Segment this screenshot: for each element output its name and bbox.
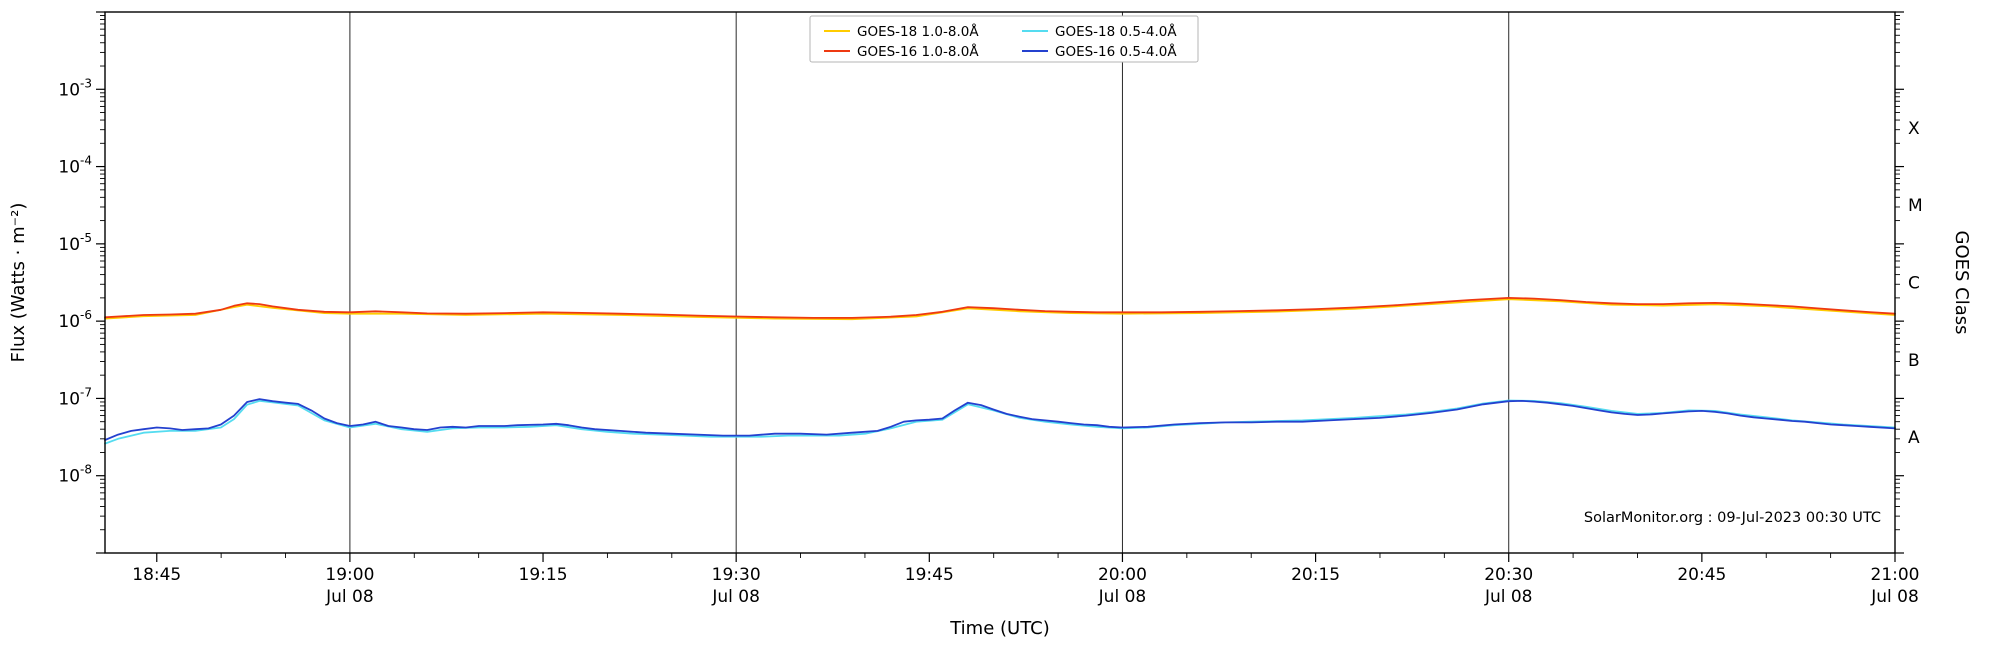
- y-tick-label: 10-4: [58, 154, 92, 178]
- x-tick-label: 20:45: [1677, 565, 1726, 585]
- legend-label: GOES-16 0.5-4.0Å: [1055, 43, 1177, 60]
- goes-class-labels: X M C B A: [1908, 119, 1923, 448]
- legend-box: [809, 15, 1199, 63]
- x-tick-label: 20:00: [1098, 565, 1147, 585]
- y-tick-label: 10-3: [58, 76, 92, 100]
- x-axis-title: Time (UTC): [949, 618, 1050, 639]
- plot-border: [104, 11, 1896, 554]
- y-axis-title-right: GOES Class: [1951, 231, 1972, 335]
- x-tick-sublabel: Jul 08: [325, 587, 374, 607]
- y-tick-label: 10-5: [58, 231, 92, 255]
- legend: GOES-18 1.0-8.0Å GOES-16 1.0-8.0Å GOES-18 …: [809, 15, 1199, 63]
- x-tick-sublabel: Jul 08: [1098, 587, 1147, 607]
- goes-class-letter: A: [1908, 428, 1920, 448]
- x-tick-label: 20:15: [1291, 565, 1340, 585]
- x-tick-label: 20:30: [1484, 565, 1533, 585]
- y-axis-title-left: Flux (Watts · m⁻²): [8, 203, 29, 363]
- goes-class-letter: C: [1908, 274, 1920, 294]
- x-tick-sublabel: Jul 08: [1870, 587, 1919, 607]
- x-tick-label: 19:00: [325, 565, 374, 585]
- legend-label: GOES-16 1.0-8.0Å: [857, 43, 979, 60]
- legend-label: GOES-18 0.5-4.0Å: [1055, 23, 1177, 40]
- series-lines: [104, 296, 1896, 445]
- goes-class-letter: X: [1908, 119, 1920, 139]
- goes-class-letter: B: [1908, 351, 1920, 371]
- x-tick-label: 19:30: [712, 565, 761, 585]
- vertical-gridlines: [349, 12, 1510, 553]
- y-axis-labels: 10-3 10-4 10-5 10-6 10-7 10-8: [58, 76, 92, 486]
- y-tick-label: 10-7: [58, 385, 92, 409]
- x-tick-label: 19:45: [905, 565, 954, 585]
- y-tick-label: 10-8: [58, 463, 92, 487]
- x-tick-label: 18:45: [132, 565, 181, 585]
- y-tick-label: 10-6: [58, 308, 92, 332]
- legend-label: GOES-18 1.0-8.0Å: [857, 23, 979, 40]
- series-goes-16-0.5-4.0-: [104, 398, 1896, 441]
- y-axis-ticks: [96, 11, 1904, 554]
- x-tick-sublabel: Jul 08: [1484, 587, 1533, 607]
- series-goes-16-1.0-8.0-: [104, 296, 1896, 319]
- goes-class-letter: M: [1908, 196, 1923, 216]
- x-tick-label: 19:15: [519, 565, 568, 585]
- solarmonitor-annotation: SolarMonitor.org : 09-Jul-2023 00:30 UTC: [1584, 510, 1881, 526]
- x-tick-sublabel: Jul 08: [711, 587, 760, 607]
- x-tick-label: 21:00: [1871, 565, 1920, 585]
- series-goes-18-0.5-4.0-: [104, 399, 1896, 445]
